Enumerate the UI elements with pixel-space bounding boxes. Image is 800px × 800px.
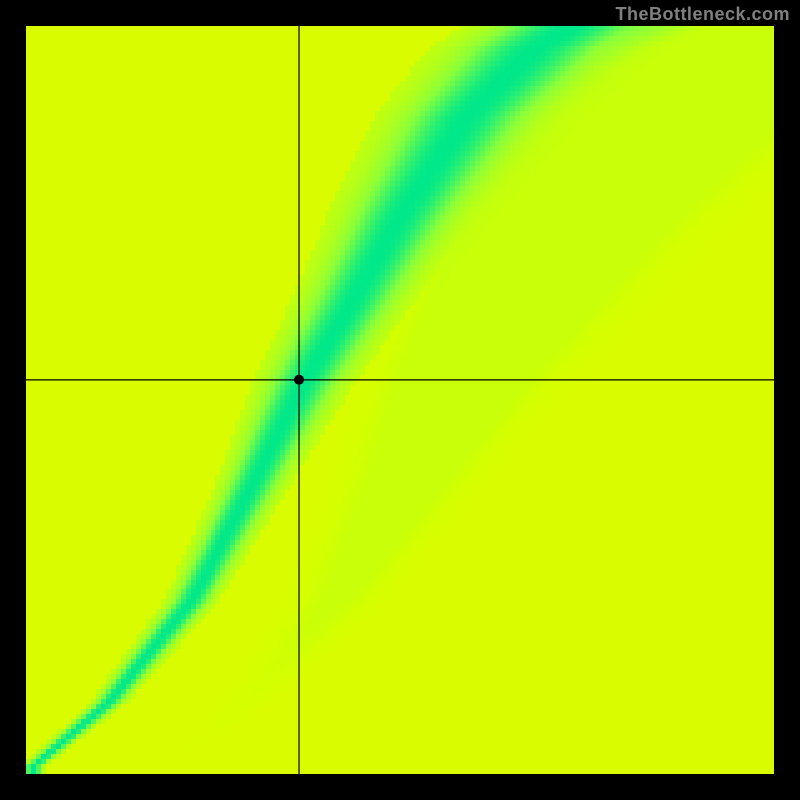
watermark-text: TheBottleneck.com — [615, 4, 790, 25]
chart-container: TheBottleneck.com — [0, 0, 800, 800]
heatmap-canvas — [26, 26, 774, 774]
heatmap-plot — [26, 26, 774, 774]
